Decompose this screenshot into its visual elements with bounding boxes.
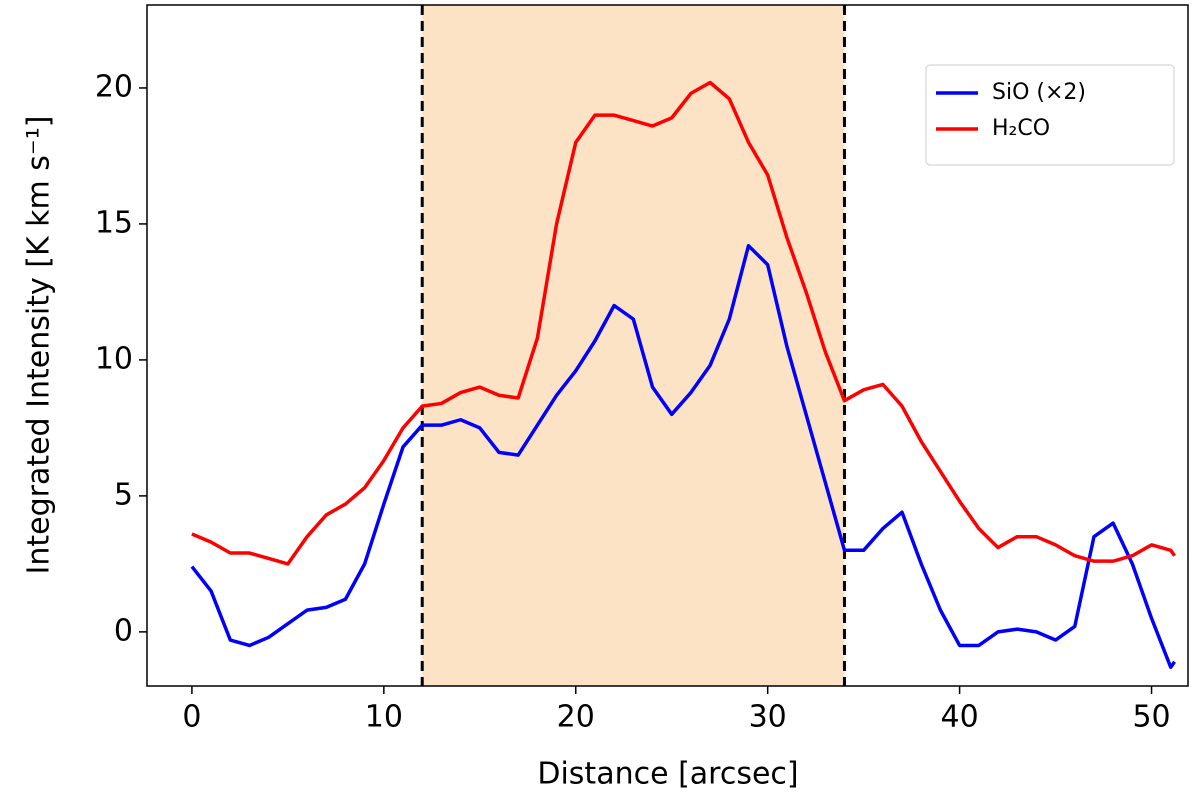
x-tick-label: 10 xyxy=(365,700,403,735)
data-line xyxy=(191,80,1176,566)
y-tick-label: 20 xyxy=(95,69,133,104)
y-axis-label: Integrated Intensity [K km s⁻¹] xyxy=(22,116,57,575)
data-line xyxy=(190,243,1176,669)
x-tick-label: 0 xyxy=(182,700,201,735)
y-tick-label: 10 xyxy=(95,341,133,376)
plot-frame xyxy=(146,4,1189,687)
y-tick-label: 15 xyxy=(95,205,133,240)
legend: SiO (×2) H₂CO xyxy=(925,64,1175,166)
x-tick-label: 20 xyxy=(557,700,595,735)
x-tick-label: 40 xyxy=(941,700,979,735)
legend-label: SiO (×2) xyxy=(992,80,1086,105)
y-tick-label: 0 xyxy=(114,613,133,648)
legend-label: H₂CO xyxy=(992,116,1050,141)
x-tick-label: 30 xyxy=(749,700,787,735)
y-tick-label: 5 xyxy=(114,477,133,512)
legend-box xyxy=(925,64,1175,166)
x-tick-label: 50 xyxy=(1132,700,1170,735)
shaded-region xyxy=(422,5,845,686)
x-axis-label: Distance [arcsec] xyxy=(537,757,798,792)
